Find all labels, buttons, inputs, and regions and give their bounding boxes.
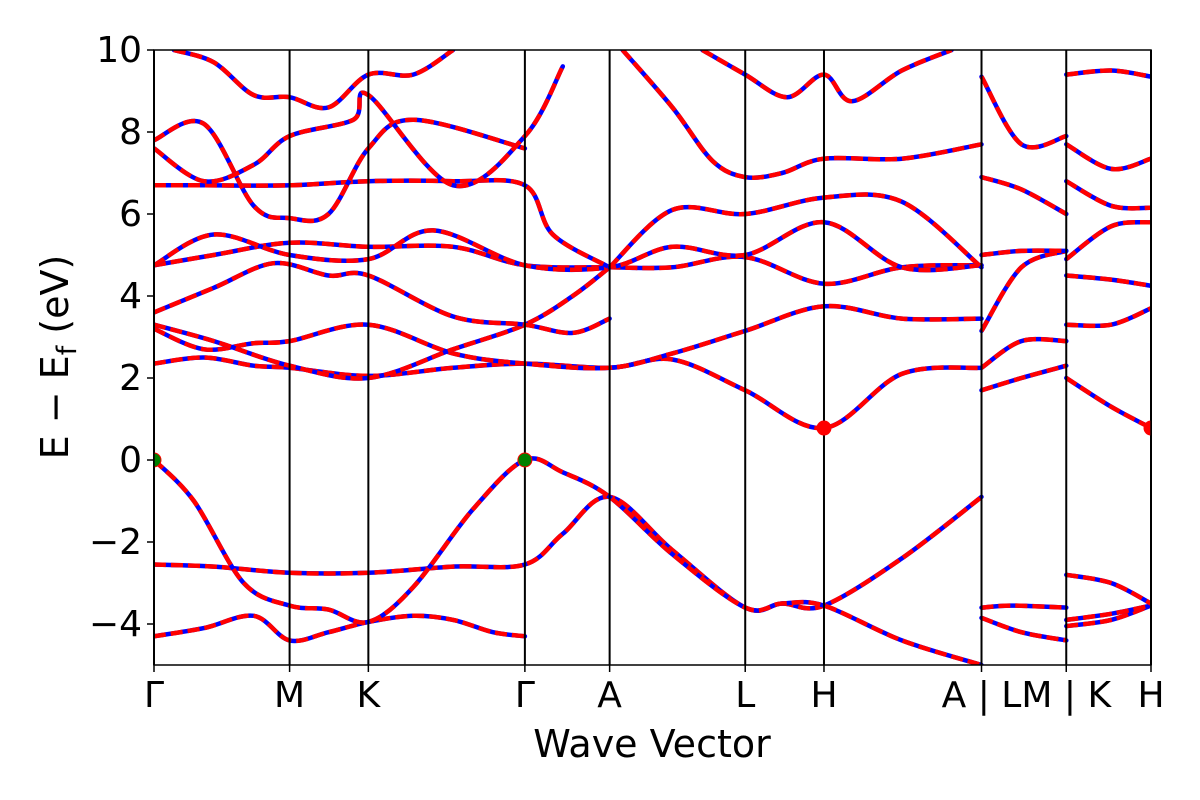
x-tick-label-8: M | K bbox=[1021, 675, 1112, 716]
band-line-overlay-27 bbox=[1066, 68, 1151, 79]
band-line-9 bbox=[154, 303, 984, 371]
y-axis-title-main: E − E bbox=[33, 355, 77, 459]
bands-layer bbox=[154, 50, 1151, 665]
band-line-overlay-6 bbox=[1065, 603, 1151, 623]
x-tick-label-6: H bbox=[810, 675, 837, 716]
x-tick-label-4: A bbox=[597, 675, 622, 716]
band-line-11 bbox=[154, 260, 612, 336]
plot-frame bbox=[153, 49, 1152, 666]
extremum-marker-vbm-0 bbox=[154, 452, 162, 468]
x-tick-label-1: M bbox=[274, 675, 305, 716]
band-line-overlay-17 bbox=[154, 65, 565, 189]
band-line-overlay-33 bbox=[1065, 376, 1151, 430]
x-tick-label-0: Γ bbox=[144, 675, 164, 716]
band-line-21 bbox=[979, 74, 1069, 150]
band-line-overlay-29 bbox=[1065, 179, 1151, 211]
band-line-overlay-18 bbox=[173, 50, 455, 111]
y-tick-label-2: 0 bbox=[119, 440, 142, 481]
x-axis-title: Wave Vector bbox=[533, 722, 771, 766]
y-axis-title-unit: (eV) bbox=[33, 255, 77, 346]
band-line-overlay-30 bbox=[1064, 219, 1151, 261]
x-tick-label-2: K bbox=[357, 675, 382, 716]
band-line-overlay-20 bbox=[701, 50, 953, 104]
band-line-overlay-22 bbox=[980, 174, 1068, 216]
band-line-overlay-32 bbox=[1066, 306, 1151, 329]
band-line-1 bbox=[154, 494, 984, 613]
extremum-marker-vbm-1 bbox=[517, 452, 533, 468]
extrema-markers bbox=[154, 420, 1151, 468]
band-line-overlay-7 bbox=[1065, 572, 1151, 606]
y-tick-label-6: 8 bbox=[119, 112, 142, 153]
band-line-overlay-25 bbox=[980, 336, 1067, 370]
band-line-overlay-13 bbox=[154, 219, 982, 273]
y-tick-label-4: 4 bbox=[119, 276, 142, 317]
band-line-overlay-15 bbox=[608, 192, 983, 270]
y-tick-label-1: −2 bbox=[89, 522, 142, 563]
band-line-29 bbox=[1064, 178, 1151, 211]
y-tick-label-3: 2 bbox=[119, 358, 142, 399]
extremum-marker-cbm-3 bbox=[1143, 420, 1151, 436]
y-tick-label-0: −4 bbox=[89, 604, 142, 645]
band-line-overlay-4 bbox=[980, 615, 1067, 643]
band-line-19 bbox=[620, 50, 984, 180]
band-line-16 bbox=[154, 117, 528, 224]
band-line-33 bbox=[1064, 375, 1151, 431]
band-line-overlay-28 bbox=[1065, 142, 1151, 172]
band-line-overlay-10 bbox=[154, 265, 611, 381]
band-line-overlay-9 bbox=[154, 303, 982, 371]
band-line-overlay-24 bbox=[980, 363, 1067, 393]
band-line-overlay-3 bbox=[981, 603, 1067, 610]
y-axis-title: E − Ef (eV) bbox=[33, 255, 83, 460]
band-line-overlay-14 bbox=[154, 177, 611, 270]
band-line-overlay-16 bbox=[154, 117, 526, 224]
band-line-overlay-0 bbox=[154, 613, 526, 644]
y-axis-title-subscript: f bbox=[52, 344, 83, 355]
band-line-overlay-31 bbox=[1066, 273, 1151, 289]
band-line-overlay-1 bbox=[154, 494, 983, 613]
y-tick-label-7: 10 bbox=[96, 30, 142, 71]
x-tick-label-3: Γ bbox=[515, 675, 535, 716]
band-line-18 bbox=[171, 50, 456, 111]
x-tick-label-7: A | L bbox=[942, 675, 1022, 716]
extremum-marker-cbm-2 bbox=[816, 420, 832, 436]
y-axis: −4 −2 0 2 4 6 8 10 bbox=[89, 30, 154, 645]
band-line-overlay-23 bbox=[979, 248, 1068, 333]
x-tick-label-9: H bbox=[1137, 675, 1164, 716]
band-line-overlay-11 bbox=[154, 260, 611, 336]
band-line-7 bbox=[1064, 572, 1151, 606]
band-line-25 bbox=[979, 336, 1069, 371]
band-line-overlay-26 bbox=[981, 248, 1067, 258]
band-line-overlay-21 bbox=[979, 75, 1067, 150]
y-tick-label-5: 6 bbox=[119, 194, 142, 235]
x-tick-label-5: L bbox=[735, 675, 755, 716]
